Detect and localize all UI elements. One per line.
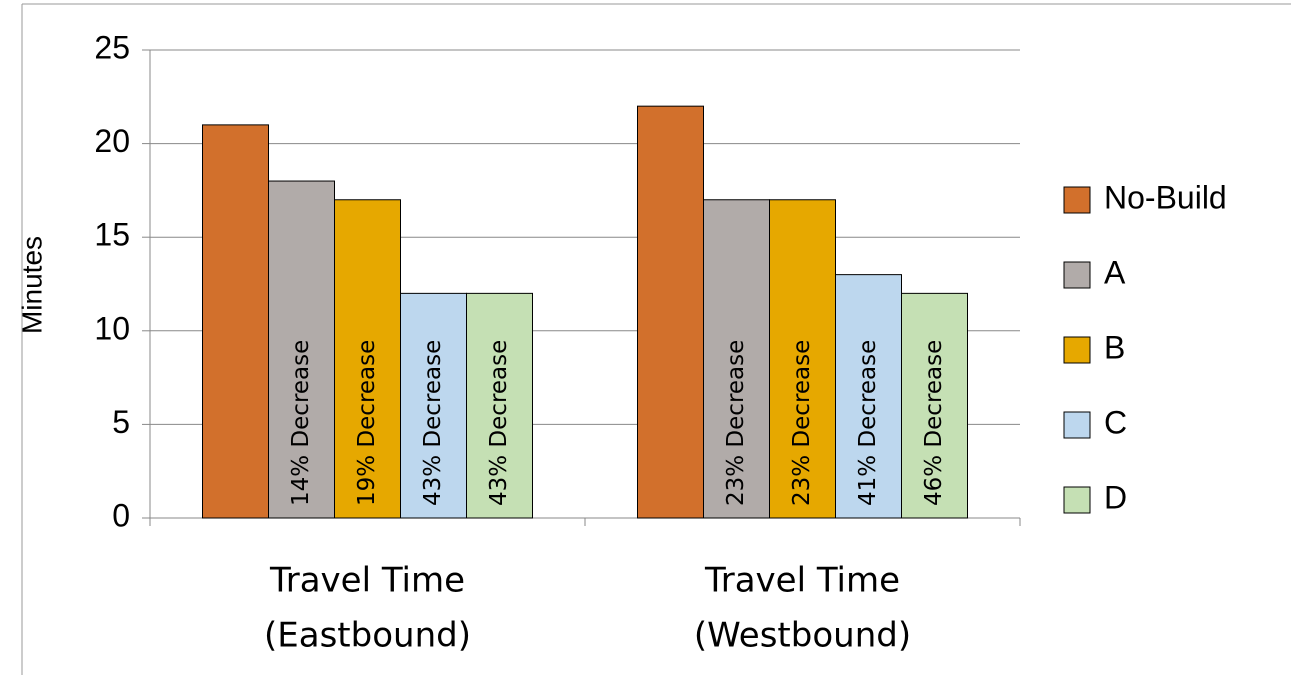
legend-swatch	[1063, 186, 1091, 214]
y-axis-label: Minutes	[16, 236, 47, 334]
legend-label: B	[1104, 329, 1125, 365]
legend-swatch	[1063, 336, 1091, 364]
legend-label: D	[1104, 479, 1127, 515]
bar	[901, 292, 968, 519]
bar	[835, 274, 902, 519]
y-tick-label: 5	[112, 404, 130, 440]
bar	[466, 292, 533, 519]
x-tick-label: Travel Time	[269, 561, 465, 601]
legend-swatch	[1063, 261, 1091, 289]
legend-label: A	[1104, 254, 1126, 290]
bar-annotation: 23% Decrease	[723, 340, 749, 506]
bar-annotation: 46% Decrease	[921, 340, 947, 506]
legend-label: No-Build	[1104, 179, 1227, 215]
y-tick-label: 25	[94, 29, 130, 65]
bar	[334, 199, 401, 519]
y-tick-label: 10	[94, 310, 130, 346]
legend-swatch	[1063, 411, 1091, 439]
bar	[637, 105, 704, 519]
bar-annotation: 23% Decrease	[789, 340, 815, 506]
legend-label: C	[1104, 404, 1127, 440]
legend-swatch	[1063, 486, 1091, 514]
bar-annotation: 43% Decrease	[486, 340, 512, 506]
bar	[769, 199, 836, 519]
y-tick-label: 0	[112, 497, 130, 533]
bar	[400, 292, 467, 519]
bar-annotation: 19% Decrease	[354, 340, 380, 506]
x-tick-label: (Westbound)	[694, 616, 911, 656]
bar	[202, 124, 269, 519]
bar-annotation: 43% Decrease	[420, 340, 446, 506]
x-tick-label: (Eastbound)	[264, 616, 471, 656]
bar-annotation: 14% Decrease	[288, 340, 314, 506]
bar-annotation: 41% Decrease	[855, 340, 881, 506]
y-tick-label: 15	[94, 217, 130, 253]
bar	[268, 180, 335, 519]
y-tick-label: 20	[94, 123, 130, 159]
x-tick-label: Travel Time	[704, 561, 900, 601]
